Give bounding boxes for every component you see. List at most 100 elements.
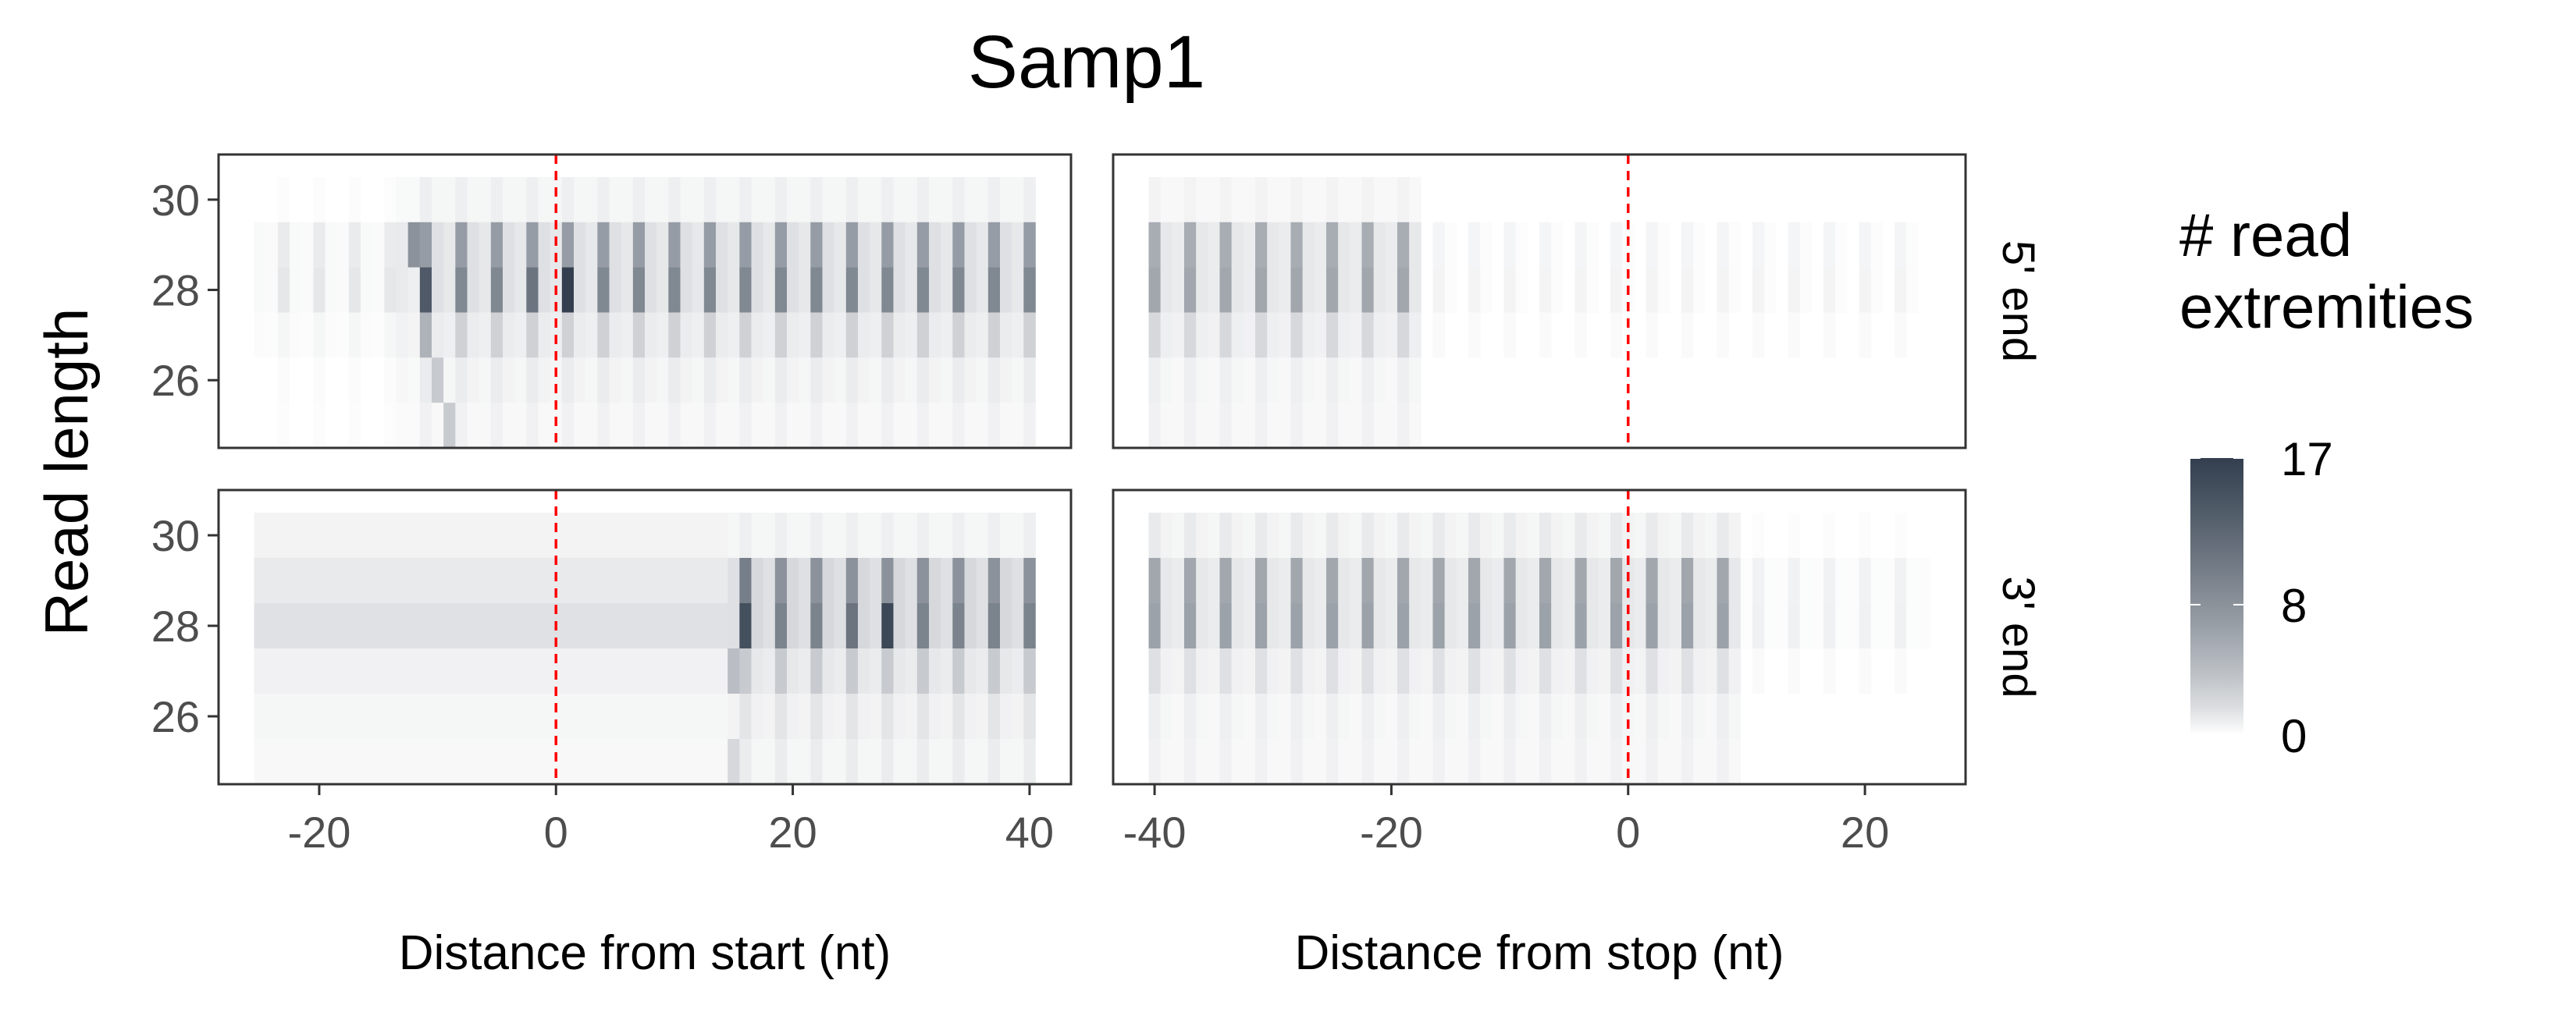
heat-cell — [1551, 558, 1564, 604]
heat-cell — [1208, 739, 1220, 785]
heat-cell — [905, 558, 918, 604]
heat-cell — [1231, 513, 1244, 559]
heat-cell — [1480, 513, 1493, 559]
heat-cell — [632, 403, 646, 449]
heat-cell — [1314, 513, 1327, 559]
heat-cell — [916, 558, 930, 604]
heat-cell — [1160, 694, 1173, 740]
x-axis-title: Distance from start (nt) — [399, 926, 891, 980]
heat-cell — [1906, 222, 1919, 268]
heat-cell — [609, 648, 621, 694]
heat-cell — [574, 403, 586, 449]
heat-cell — [1279, 648, 1291, 694]
heat-cell — [810, 603, 823, 649]
heat-cell — [1705, 558, 1717, 604]
heat-cell — [1397, 694, 1410, 740]
heat-cell — [1148, 267, 1161, 313]
heat-cell — [680, 267, 692, 313]
heat-cell — [313, 222, 326, 268]
heat-cell — [1208, 357, 1220, 403]
heat-cell — [277, 267, 290, 313]
heat-cell — [1480, 648, 1493, 694]
heat-cell — [1314, 694, 1327, 740]
heat-cell — [680, 222, 692, 268]
heat-cell — [1646, 694, 1658, 740]
heat-cell — [1717, 603, 1729, 649]
heat-cell — [1788, 648, 1800, 694]
heat-cell — [1314, 739, 1327, 785]
heat-cell — [952, 222, 965, 268]
heat-cell — [467, 403, 479, 449]
heat-cell — [1148, 312, 1161, 358]
heat-cell — [952, 513, 965, 559]
heat-cell — [1219, 513, 1232, 559]
heat-cell — [325, 513, 337, 559]
heat-cell — [1752, 222, 1765, 268]
heat-cell — [1231, 558, 1244, 604]
heat-cell — [1492, 558, 1504, 604]
heat-cell — [407, 603, 421, 649]
heat-cell — [1255, 222, 1268, 268]
heat-cell — [1279, 603, 1291, 649]
heat-cell — [929, 603, 941, 649]
heat-cell — [692, 603, 705, 649]
heat-cell — [1728, 694, 1742, 740]
heat-cell — [964, 312, 977, 358]
y-tick-label: 28 — [151, 266, 200, 315]
heat-cell — [277, 222, 290, 268]
heat-cell — [1023, 648, 1036, 694]
heat-cell — [1799, 558, 1813, 604]
heat-cell — [1219, 403, 1232, 449]
heat-cell — [893, 513, 906, 559]
heat-cell — [763, 739, 776, 785]
heat-cell — [1314, 222, 1327, 268]
heat-cell — [1492, 603, 1504, 649]
heat-cell — [1882, 603, 1895, 649]
heat-cell — [621, 222, 634, 268]
heat-cell — [1586, 603, 1599, 649]
heat-cell — [881, 267, 894, 313]
heat-cell — [680, 648, 692, 694]
heat-cell — [1208, 403, 1220, 449]
heat-cell — [1243, 513, 1256, 559]
heat-cell — [763, 312, 776, 358]
heat-cell — [716, 222, 728, 268]
heat-cell — [1693, 603, 1706, 649]
heat-cell — [574, 513, 586, 559]
heat-cell — [1338, 648, 1350, 694]
heat-cell — [1563, 558, 1575, 604]
heat-cell — [716, 694, 728, 740]
heat-cell — [336, 648, 350, 694]
heat-cell — [361, 739, 373, 785]
heat-cell — [1160, 403, 1173, 449]
heat-cell — [739, 648, 752, 694]
heat-cell — [1527, 558, 1540, 604]
heat-cell — [479, 694, 492, 740]
heat-cell — [1539, 513, 1552, 559]
heat-cell — [313, 648, 326, 694]
heat-cell — [372, 739, 385, 785]
heat-cell — [254, 312, 266, 358]
heat-cell — [774, 357, 788, 403]
heat-cell — [822, 513, 834, 559]
heat-cell — [443, 694, 456, 740]
heat-cell — [490, 357, 503, 403]
heat-cell — [1480, 694, 1493, 740]
heat-cell — [455, 558, 468, 604]
heat-cell — [1302, 513, 1315, 559]
heat-cell — [1456, 648, 1469, 694]
heat-cell — [1574, 558, 1587, 604]
heat-cell — [585, 312, 598, 358]
heat-cell — [490, 312, 503, 358]
heat-cell — [952, 558, 965, 604]
heat-cell — [301, 739, 314, 785]
heat-cell — [1302, 403, 1315, 449]
heat-cell — [325, 739, 337, 785]
heat-cell — [1361, 267, 1374, 313]
heat-cell — [1160, 312, 1173, 358]
heat-cell — [1219, 694, 1232, 740]
heat-cell — [1184, 739, 1197, 785]
heat-cell — [1409, 648, 1421, 694]
heat-cell — [479, 513, 492, 559]
heat-cell — [1586, 558, 1599, 604]
